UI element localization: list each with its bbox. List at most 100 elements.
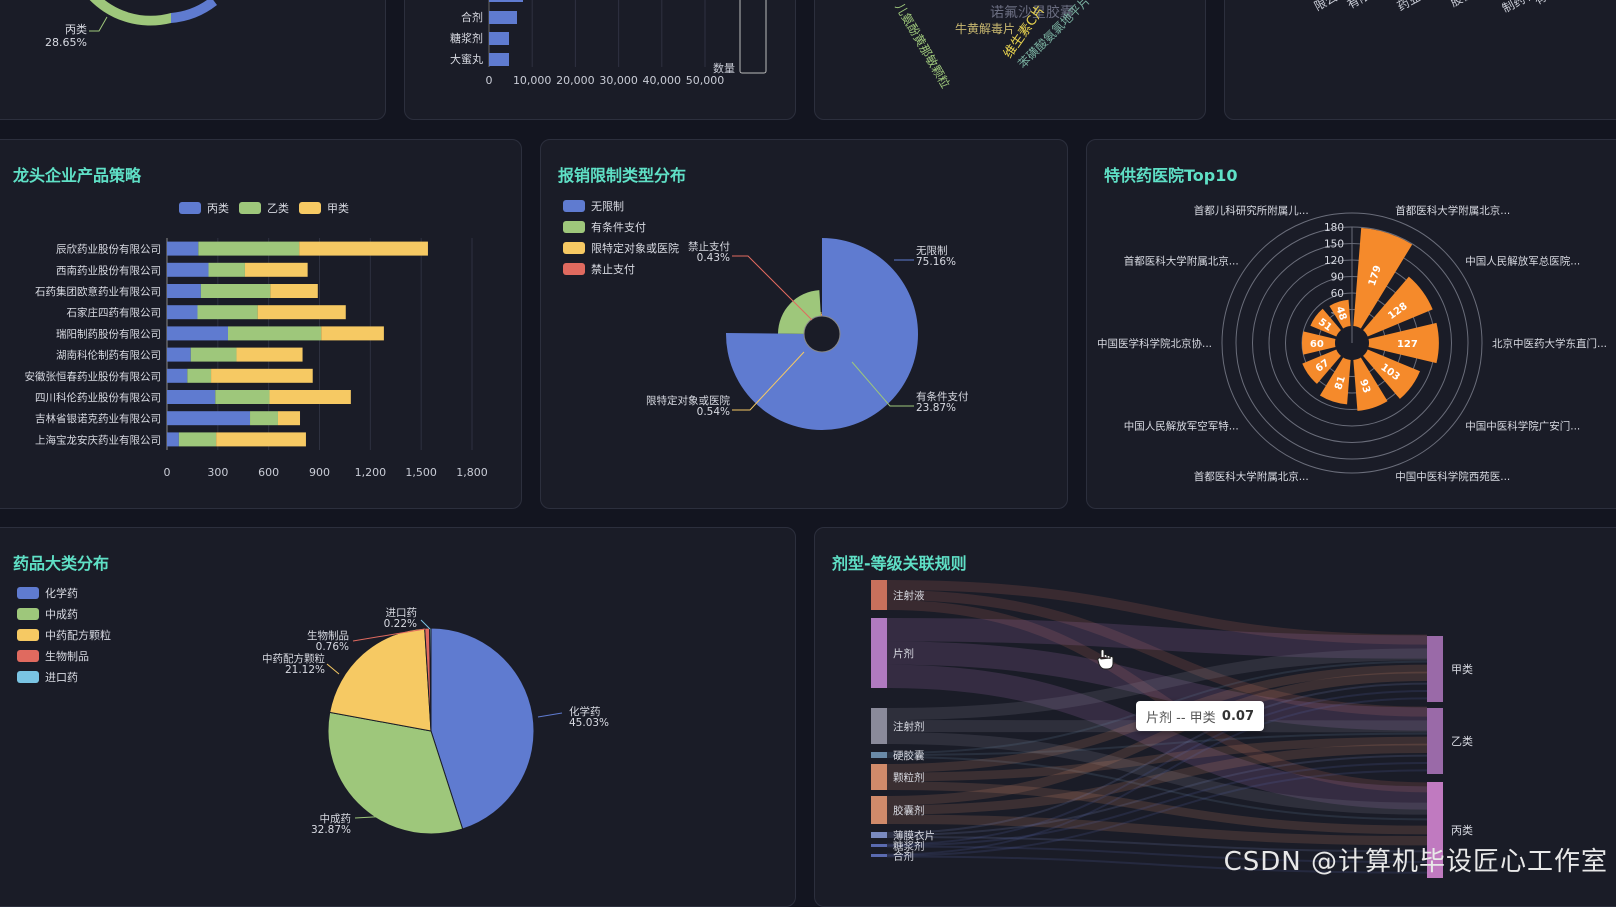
y-tick-label: 石家庄四药有限公司 [67, 306, 162, 319]
bar-segment [167, 326, 228, 340]
y-tick-label: 合剂 [461, 10, 483, 24]
bar-segment [250, 411, 278, 425]
x-tick-label: 0 [486, 74, 493, 87]
x-tick-label: 1,500 [405, 466, 437, 479]
y-tick-label: 糖浆剂 [450, 31, 483, 45]
sankey-target-label: 丙类 [1451, 823, 1473, 837]
sankey-target-node [1427, 708, 1443, 774]
bar-segment [198, 242, 299, 256]
watermark: CSDN @计算机毕设匠心工作室 [1224, 841, 1608, 878]
radial-tick-label: 180 [1324, 222, 1344, 234]
bar-segment [191, 348, 237, 362]
y-tick-label: 西南药业股份有限公司 [56, 264, 161, 277]
sankey-source-node [871, 752, 887, 758]
ring-label: 丙类 [65, 22, 87, 36]
bar-segment [245, 263, 308, 277]
bar-segment [258, 305, 346, 319]
bar-segment [167, 305, 198, 319]
angle-label: 中国人民解放军空军特... [1124, 419, 1239, 432]
bar-segment [167, 284, 201, 298]
y-tick-label: 吉林省银诺克药业有限公司 [35, 412, 161, 425]
category-pie-chart: 化学药45.03%中成药32.87%中药配方颗粒21.12%生物制品0.76%进… [0, 528, 796, 907]
y-tick-label: 湖南科伦制药有限公司 [56, 349, 161, 362]
sankey-target-label: 甲类 [1451, 662, 1473, 676]
x-tick-label: 10,000 [513, 74, 552, 87]
bar-segment [167, 263, 209, 277]
bar [489, 11, 517, 24]
bar-segment [201, 284, 270, 298]
slice-label: 45.03% [569, 717, 609, 729]
tooltip-label: 片剂 -- 甲类 [1146, 707, 1216, 726]
bar-segment [299, 242, 428, 256]
sankey-source-label: 胶囊剂 [893, 804, 925, 817]
slice-label: 0.54% [697, 406, 730, 418]
bar [489, 32, 509, 45]
y-tick-label: 瑞阳制药股份有限公司 [56, 327, 161, 340]
panel-top-wordcloud: 诺氟沙星胶囊牛黄解毒片维生素C片儿氨酚黄那敏颗粒苯磺酸氨氯地平片 [814, 0, 1206, 120]
bar-segment [179, 432, 216, 446]
ring-label-line [89, 17, 107, 31]
x-tick-label: 1,800 [456, 466, 488, 479]
wordcloud-chart: 诺氟沙星胶囊牛黄解毒片维生素C片儿氨酚黄那敏颗粒苯磺酸氨氯地平片 [815, 0, 1206, 120]
bar-segment [236, 348, 302, 362]
sankey-source-node [871, 854, 887, 857]
x-tick-label: 40,000 [643, 74, 682, 87]
bar-segment [216, 432, 306, 446]
slice-label: 75.16% [916, 256, 956, 268]
bar-segment [228, 326, 321, 340]
slice-label: 32.87% [311, 824, 351, 836]
mouse-cursor-icon [1097, 648, 1115, 670]
y-tick-label: 石药集团欧意药业有限公司 [35, 285, 161, 298]
x-tick-label: 20,000 [556, 74, 595, 87]
sankey-source-node [871, 844, 887, 847]
reimb-rose-chart: 无限制75.16%有条件支付23.87%限特定对象或医院0.54%禁止支付0.4… [541, 140, 1068, 509]
bar-segment [215, 390, 269, 404]
x-tick-label: 0 [164, 466, 171, 479]
slice-label: 21.12% [285, 664, 325, 676]
x-tick-label: 30,000 [599, 74, 638, 87]
bar-segment [278, 411, 300, 425]
sankey-source-label: 颗粒剂 [893, 771, 925, 784]
bar-segment [211, 369, 313, 383]
sankey-source-node [871, 832, 887, 838]
x-tick-label: 50,000 [686, 74, 725, 87]
y-tick-label: 辰欣药业股份有限公司 [56, 243, 161, 256]
y-tick-label: 四川科伦药业股份有限公司 [35, 391, 161, 404]
company-word: 有限公司 [1532, 0, 1581, 8]
ring-slice [86, 0, 171, 26]
rose-center [804, 316, 840, 352]
angle-label: 中国中医科学院西苑医... [1395, 470, 1510, 483]
tooltip-value: 0.07 [1222, 709, 1254, 724]
angle-label: 首都医科大学附属北京... [1194, 470, 1309, 483]
y-tick-label: 上海宝龙安庆药业有限公司 [35, 433, 161, 446]
sankey-source-node [871, 618, 887, 688]
y-tick-label: 大蜜丸 [450, 52, 483, 66]
panel-hospital: 特供药医院Top10 30609012015018017912812710393… [1086, 139, 1616, 509]
sankey-target-label: 乙类 [1451, 734, 1473, 748]
sankey-source-label: 硬胶囊 [893, 749, 925, 762]
y-tick-label: 安徽张恒春药业股份有限公司 [25, 370, 162, 383]
sankey-source-label: 合剂 [893, 850, 914, 863]
legend-box [740, 0, 766, 73]
bar-segment [167, 242, 198, 256]
angle-label: 中国人民解放军总医院... [1465, 255, 1580, 268]
bar [489, 0, 523, 2]
bar-segment [198, 305, 258, 319]
label-line [538, 713, 562, 717]
company-word: 有限公司 [1345, 0, 1394, 12]
ring-slice [171, 0, 217, 23]
x-tick-label: 1,200 [355, 466, 387, 479]
bar-value-label: 127 [1397, 339, 1418, 350]
slice-label: 0.76% [316, 641, 349, 653]
bar-segment [167, 369, 187, 383]
angle-label: 北京中医药大学东直门... [1492, 337, 1607, 350]
ring-pct: 28.65% [45, 36, 87, 49]
company-wordcloud: 限公司有限公司药业有限公司股份有限公司制药有限公司有限公司药有限公司份有限公司 [1225, 0, 1616, 120]
